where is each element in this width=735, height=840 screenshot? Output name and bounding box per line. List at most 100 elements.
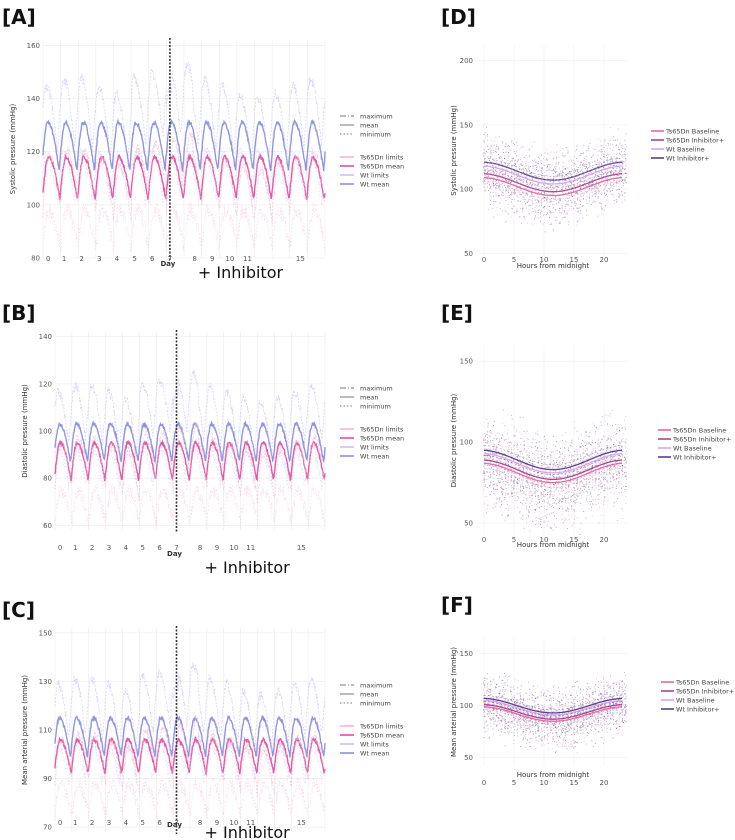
scatter-point	[555, 196, 557, 197]
scatter-point	[514, 477, 516, 479]
scatter-point	[540, 216, 542, 218]
scatter-point	[523, 717, 525, 719]
scatter-point	[543, 187, 545, 189]
scatter-point	[599, 176, 600, 178]
scatter-point	[555, 163, 557, 165]
scatter-point	[597, 429, 599, 430]
series-line	[42, 118, 326, 173]
scatter-point	[600, 193, 602, 195]
scatter-point	[616, 473, 617, 475]
scatter-point	[625, 172, 627, 174]
scatter-point	[562, 497, 564, 499]
x-axis-label: Day	[160, 260, 175, 268]
scatter-point	[535, 721, 537, 723]
scatter-point	[483, 437, 485, 439]
scatter-point	[586, 150, 588, 152]
scatter-point	[567, 475, 569, 477]
scatter-point	[493, 160, 495, 161]
scatter-point	[531, 462, 533, 464]
scatter-point	[580, 166, 581, 168]
y-axis-label: Mean arterial pressure (mmHg)	[21, 675, 29, 785]
scatter-point	[559, 491, 561, 493]
scatter-point	[577, 481, 579, 483]
scatter-point	[604, 469, 606, 471]
scatter-point	[483, 711, 485, 713]
scatter-point	[519, 480, 521, 482]
scatter-point	[619, 445, 621, 446]
scatter-point	[574, 490, 576, 491]
scatter-point	[534, 199, 536, 201]
scatter-point	[595, 465, 597, 467]
scatter-point	[486, 169, 488, 170]
scatter-point	[492, 712, 494, 714]
scatter-point	[541, 517, 543, 518]
scatter-point	[505, 181, 507, 182]
scatter-point	[505, 716, 506, 717]
scatter-point	[544, 494, 546, 495]
scatter-point	[559, 170, 561, 172]
scatter-point	[520, 486, 522, 488]
scatter-point	[624, 177, 626, 179]
scatter-point	[538, 461, 540, 463]
scatter-point	[499, 186, 501, 188]
scatter-point	[609, 477, 611, 478]
scatter-point	[514, 679, 516, 681]
scatter-point	[489, 465, 491, 467]
scatter-point	[487, 186, 488, 188]
scatter-point	[508, 180, 510, 182]
scatter-point	[492, 433, 494, 435]
scatter-point	[535, 725, 537, 726]
scatter-point	[499, 439, 501, 441]
scatter-point	[592, 154, 594, 156]
scatter-point	[564, 180, 565, 182]
scatter-point	[529, 169, 530, 171]
scatter-point	[484, 439, 486, 441]
scatter-point	[498, 432, 500, 434]
scatter-point	[589, 172, 591, 174]
scatter-point	[624, 460, 626, 461]
scatter-point	[515, 435, 516, 437]
scatter-point	[513, 489, 515, 490]
scatter-point	[498, 185, 500, 187]
scatter-point	[594, 160, 596, 162]
confidence-band	[483, 467, 623, 488]
scatter-point	[535, 737, 537, 739]
scatter-point	[495, 489, 496, 490]
scatter-point	[529, 180, 531, 181]
scatter-point	[558, 202, 560, 204]
scatter-point	[597, 466, 598, 468]
scatter-point	[610, 165, 612, 166]
scatter-point	[519, 467, 521, 469]
scatter-point	[573, 523, 574, 525]
x-tick-label: 20	[600, 536, 609, 544]
scatter-point	[529, 495, 531, 496]
scatter-point	[526, 505, 527, 507]
scatter-point	[565, 213, 567, 215]
scatter-point	[594, 472, 596, 474]
scatter-point	[483, 466, 485, 468]
scatter-point	[597, 452, 598, 454]
scatter-point	[603, 455, 605, 457]
scatter-point	[613, 474, 614, 475]
scatter-point	[489, 718, 491, 720]
scatter-point	[535, 732, 536, 734]
scatter-point	[527, 187, 528, 188]
scatter-point	[510, 142, 512, 143]
scatter-point	[498, 478, 500, 480]
scatter-point	[507, 190, 509, 192]
legend-line-label: maximum	[360, 384, 393, 392]
scatter-point	[529, 724, 530, 726]
scatter-point	[520, 194, 522, 195]
scatter-point	[598, 506, 600, 508]
scatter-point	[583, 486, 585, 487]
scatter-point	[600, 483, 602, 485]
scatter-point	[538, 740, 539, 742]
scatter-point	[493, 445, 495, 447]
scatter-point	[615, 481, 616, 483]
scatter-point	[564, 155, 566, 156]
scatter-point	[604, 144, 606, 146]
scatter-point	[547, 467, 549, 468]
scatter-point	[592, 181, 594, 183]
scatter-point	[555, 503, 557, 505]
scatter-point	[505, 457, 507, 459]
